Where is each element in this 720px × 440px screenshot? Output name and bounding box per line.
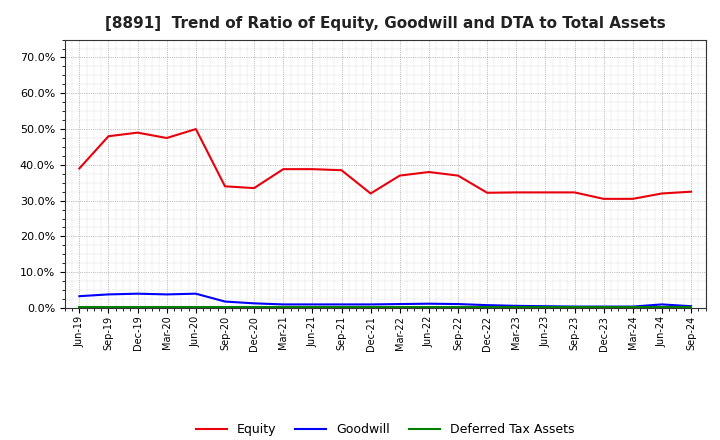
- Deferred Tax Assets: [192, 305, 200, 310]
- Goodwill: [483, 302, 492, 308]
- Equity: [425, 169, 433, 175]
- Goodwill: [541, 304, 550, 309]
- Equity: [599, 196, 608, 202]
- Deferred Tax Assets: [512, 305, 521, 310]
- Equity: [483, 190, 492, 195]
- Deferred Tax Assets: [220, 305, 229, 310]
- Equity: [366, 191, 375, 196]
- Goodwill: [570, 304, 579, 309]
- Deferred Tax Assets: [657, 305, 666, 310]
- Equity: [133, 130, 142, 135]
- Equity: [220, 183, 229, 189]
- Equity: [512, 190, 521, 195]
- Deferred Tax Assets: [250, 305, 258, 310]
- Deferred Tax Assets: [454, 305, 462, 310]
- Line: Goodwill: Goodwill: [79, 293, 691, 307]
- Equity: [687, 189, 696, 194]
- Equity: [541, 190, 550, 195]
- Goodwill: [308, 302, 317, 307]
- Deferred Tax Assets: [570, 305, 579, 310]
- Goodwill: [104, 292, 113, 297]
- Goodwill: [279, 302, 287, 307]
- Deferred Tax Assets: [163, 305, 171, 310]
- Title: [8891]  Trend of Ratio of Equity, Goodwill and DTA to Total Assets: [8891] Trend of Ratio of Equity, Goodwil…: [105, 16, 665, 32]
- Equity: [104, 134, 113, 139]
- Equity: [629, 196, 637, 202]
- Equity: [454, 173, 462, 178]
- Deferred Tax Assets: [104, 305, 113, 310]
- Goodwill: [337, 302, 346, 307]
- Goodwill: [454, 301, 462, 307]
- Deferred Tax Assets: [279, 305, 287, 310]
- Goodwill: [220, 299, 229, 304]
- Deferred Tax Assets: [599, 305, 608, 310]
- Deferred Tax Assets: [687, 305, 696, 310]
- Equity: [75, 166, 84, 171]
- Deferred Tax Assets: [366, 305, 375, 310]
- Equity: [308, 166, 317, 172]
- Equity: [337, 168, 346, 173]
- Deferred Tax Assets: [337, 305, 346, 310]
- Equity: [250, 186, 258, 191]
- Goodwill: [75, 293, 84, 299]
- Deferred Tax Assets: [483, 305, 492, 310]
- Goodwill: [629, 304, 637, 309]
- Deferred Tax Assets: [308, 305, 317, 310]
- Deferred Tax Assets: [75, 305, 84, 310]
- Equity: [657, 191, 666, 196]
- Equity: [570, 190, 579, 195]
- Equity: [279, 166, 287, 172]
- Line: Equity: Equity: [79, 129, 691, 199]
- Equity: [163, 136, 171, 141]
- Goodwill: [395, 301, 404, 307]
- Deferred Tax Assets: [425, 305, 433, 310]
- Goodwill: [366, 302, 375, 307]
- Deferred Tax Assets: [541, 305, 550, 310]
- Goodwill: [163, 292, 171, 297]
- Deferred Tax Assets: [395, 305, 404, 310]
- Deferred Tax Assets: [629, 305, 637, 310]
- Legend: Equity, Goodwill, Deferred Tax Assets: Equity, Goodwill, Deferred Tax Assets: [191, 418, 580, 440]
- Goodwill: [133, 291, 142, 296]
- Equity: [192, 126, 200, 132]
- Goodwill: [599, 304, 608, 309]
- Equity: [395, 173, 404, 178]
- Goodwill: [657, 302, 666, 307]
- Goodwill: [687, 304, 696, 309]
- Goodwill: [512, 303, 521, 308]
- Goodwill: [192, 291, 200, 296]
- Goodwill: [425, 301, 433, 306]
- Goodwill: [250, 301, 258, 306]
- Deferred Tax Assets: [133, 305, 142, 310]
